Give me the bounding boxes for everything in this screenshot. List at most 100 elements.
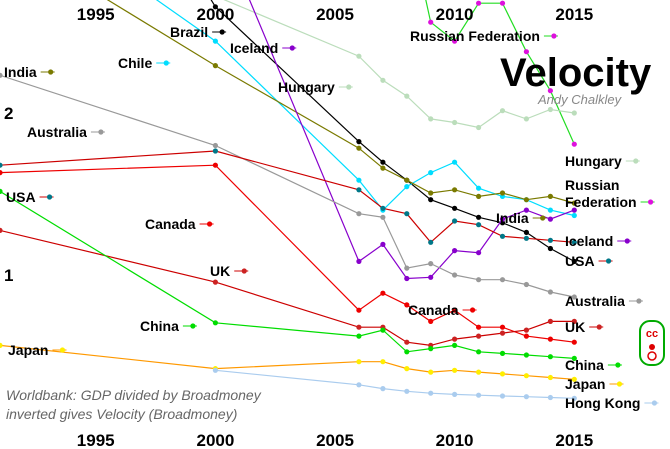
point-brazil xyxy=(571,258,577,264)
point-hungary xyxy=(404,93,410,99)
series-layer xyxy=(0,0,577,401)
point-brazil xyxy=(476,214,482,220)
chart-title: Velocity xyxy=(500,51,652,95)
point-uk xyxy=(0,227,3,233)
series-label-australia: Australia xyxy=(565,293,625,309)
label-dot-iceland xyxy=(624,238,630,244)
series-label-uk: UK xyxy=(210,263,230,279)
series-label-china: China xyxy=(140,318,179,334)
point-russian-federation xyxy=(452,38,458,44)
point-hong-kong xyxy=(452,391,458,397)
source-note-line-2: inverted gives Velocity (Broadmoney) xyxy=(6,406,237,422)
point-usa xyxy=(523,235,530,241)
point-chile xyxy=(476,185,482,191)
series-hungary xyxy=(223,0,577,131)
series-australia xyxy=(0,72,577,300)
point-india xyxy=(452,187,458,193)
point-india xyxy=(404,177,410,183)
chart-subtitle: Andy Chalkley xyxy=(537,92,623,107)
point-hungary xyxy=(380,77,386,83)
cc-license-badge[interactable]: cc xyxy=(639,320,665,366)
point-hong-kong xyxy=(547,394,554,401)
point-usa xyxy=(571,239,577,245)
point-hong-kong xyxy=(523,394,530,400)
series-label-japan: Japan xyxy=(8,342,48,358)
point-uk xyxy=(547,318,554,324)
point-china xyxy=(356,333,362,339)
point-chile xyxy=(404,184,410,190)
point-uk xyxy=(571,318,577,324)
label-dot-usa xyxy=(605,258,612,264)
point-canada xyxy=(404,302,410,308)
point-chile xyxy=(452,159,458,165)
point-uk xyxy=(404,339,410,345)
x-tick-top-1995: 1995 xyxy=(77,5,115,24)
point-china xyxy=(571,355,577,361)
series-line-chile xyxy=(155,0,575,217)
point-australia xyxy=(428,261,434,267)
point-canada xyxy=(547,336,554,342)
series-label-india: India xyxy=(496,210,529,226)
label-dot-hungary xyxy=(633,158,639,164)
label-dot-chile xyxy=(163,60,169,66)
series-line-china xyxy=(0,190,575,359)
series-line-russian-federation xyxy=(425,0,575,145)
point-russian-federation xyxy=(476,0,482,6)
point-japan xyxy=(452,367,458,373)
point-iceland xyxy=(452,248,458,254)
label-layer: Russian Federation Brazil Iceland India Chil… xyxy=(4,24,659,411)
point-hong-kong xyxy=(476,392,482,398)
point-australia xyxy=(356,211,362,217)
x-tick-bottom-2005: 2005 xyxy=(316,431,354,449)
point-canada xyxy=(380,290,386,296)
series-label-japan: Japan xyxy=(565,376,605,392)
point-usa xyxy=(428,239,434,245)
point-japan xyxy=(476,369,482,375)
point-china xyxy=(0,188,3,194)
label-dot-india xyxy=(540,215,546,221)
series-label-iceland: Iceland xyxy=(230,40,278,56)
series-iceland xyxy=(248,0,577,282)
point-india xyxy=(356,145,362,151)
label-dot-russian-federation xyxy=(551,33,557,39)
point-brazil xyxy=(523,229,530,235)
point-hong-kong xyxy=(356,382,362,388)
series-label-hungary: Hungary xyxy=(565,153,622,169)
x-tick-bottom-2015: 2015 xyxy=(555,431,593,449)
point-iceland xyxy=(499,216,506,222)
series-china xyxy=(0,188,577,361)
point-china xyxy=(404,349,410,355)
label-dot-china xyxy=(615,362,621,368)
point-india xyxy=(428,190,434,196)
point-japan xyxy=(523,373,530,379)
point-chile xyxy=(356,177,362,183)
point-usa xyxy=(356,187,362,193)
point-china xyxy=(212,320,218,326)
point-canada xyxy=(0,170,3,176)
x-tick-bottom-2000: 2000 xyxy=(196,431,234,449)
point-chile xyxy=(428,170,434,176)
label-dot-iceland xyxy=(289,45,295,51)
point-hungary xyxy=(356,53,362,59)
x-tick-top-2015: 2015 xyxy=(555,5,593,24)
point-brazil xyxy=(547,245,554,252)
point-india xyxy=(380,165,386,171)
label-dot-india xyxy=(48,69,54,75)
x-tick-top-2000: 2000 xyxy=(196,5,234,24)
point-china xyxy=(547,354,554,360)
point-australia xyxy=(476,277,482,283)
point-iceland xyxy=(380,241,386,247)
series-line-canada xyxy=(0,164,575,343)
point-australia xyxy=(212,142,218,149)
series-label-usa: USA xyxy=(565,253,595,269)
point-brazil xyxy=(380,159,386,165)
point-russian-federation xyxy=(428,19,434,25)
point-australia xyxy=(523,281,530,288)
x-tick-top-2010: 2010 xyxy=(436,5,474,24)
point-iceland xyxy=(476,250,482,256)
point-hong-kong xyxy=(380,386,386,392)
series-india xyxy=(106,0,577,206)
label-dot-hungary xyxy=(346,84,352,90)
series-japan xyxy=(0,342,577,382)
